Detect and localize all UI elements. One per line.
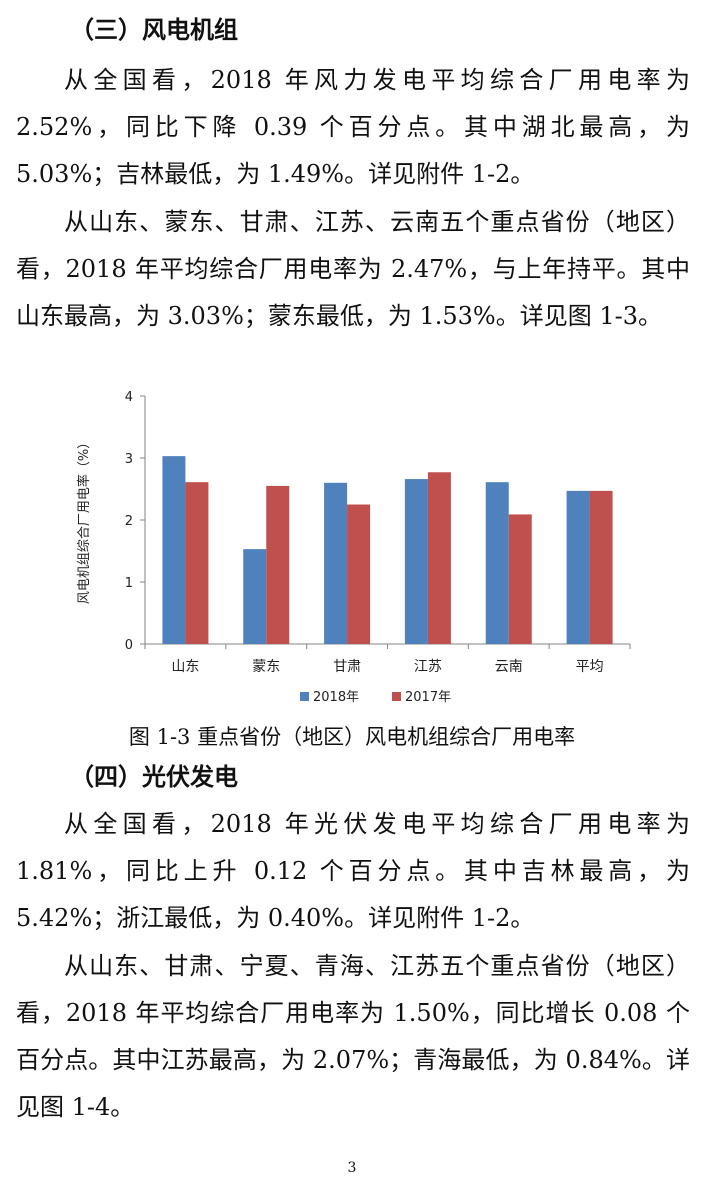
wind-chart: 0 1 2 3 4 风电机组综合厂用电率（%） 山东 蒙东 甘肃 江苏 云南 平均 2018年 2017年 [60,385,640,720]
page-number: 3 [347,1160,357,1176]
wind-national-paragraph: 从全国看，2018 年风力发电平均综合厂用电率为 2.52%，同比下降 0.39… [16,66,690,188]
bar-2018 [404,479,428,644]
bar-2017 [427,472,451,644]
y-tick-label: 1 [125,576,133,591]
x-tick-label: 蒙东 [252,659,280,675]
bar-2018 [485,482,509,644]
bar-2017 [266,485,290,644]
legend-label: 2018年 [313,690,359,705]
bar-2017 [347,504,371,644]
x-tick-label: 江苏 [414,659,442,675]
bar-2018 [566,490,590,644]
section-heading-wind: （三）风电机组 [70,16,238,44]
y-tick-label: 4 [125,390,133,405]
bar-2018 [324,482,348,644]
bar-2017 [589,490,613,644]
y-axis-label: 风电机组综合厂用电率（%） [76,436,92,604]
bar-2017 [185,482,209,644]
bar-2018 [243,549,267,644]
section-heading-pv: （四）光伏发电 [70,763,238,791]
pv-provinces-paragraph: 从山东、甘肃、宁夏、青海、江苏五个重点省份（地区）看，2018 年平均综合厂用电… [16,952,690,1121]
legend-swatch [300,692,309,701]
wind-provinces-paragraph: 从山东、蒙东、甘肃、江苏、云南五个重点省份（地区）看，2018 年平均综合厂用电… [16,208,690,330]
y-tick-label: 3 [125,452,133,467]
bar-chart-svg: 0 1 2 3 4 风电机组综合厂用电率（%） 山东 蒙东 甘肃 江苏 云南 平均 2018年 2017年 [76,390,631,705]
y-tick-label: 0 [125,638,133,653]
bar-2017 [508,514,532,644]
legend-label: 2017年 [405,690,451,705]
x-tick-label: 平均 [576,659,604,675]
x-tick-label: 山东 [171,659,199,675]
legend-swatch [392,692,401,701]
bar-2018 [162,456,186,644]
figure-caption: 图 1-3 重点省份（地区）风电机组综合厂用电率 [128,725,576,749]
pv-national-paragraph: 从全国看，2018 年光伏发电平均综合厂用电率为 1.81%，同比上升 0.12… [16,810,690,932]
y-tick-label: 2 [125,514,133,529]
x-tick-label: 云南 [495,659,523,675]
x-tick-label: 甘肃 [333,659,361,675]
